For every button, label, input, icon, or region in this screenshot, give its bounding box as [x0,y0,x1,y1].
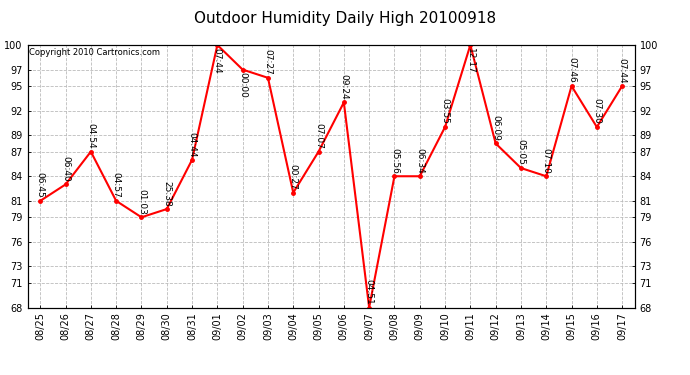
Text: 04:57: 04:57 [112,172,121,198]
Text: 01:03: 01:03 [137,189,146,214]
Text: Copyright 2010 Cartronics.com: Copyright 2010 Cartronics.com [29,48,160,57]
Text: 07:07: 07:07 [314,123,323,149]
Text: 07:27: 07:27 [264,49,273,75]
Text: 07:46: 07:46 [567,57,576,83]
Text: 03:55: 03:55 [440,98,450,124]
Text: 09:24: 09:24 [339,74,348,100]
Text: 07:30: 07:30 [592,98,602,124]
Text: 05:56: 05:56 [390,148,399,174]
Text: 04:54: 04:54 [86,123,95,149]
Text: 06:45: 06:45 [36,172,45,198]
Text: 07:44: 07:44 [213,48,222,74]
Text: 05:05: 05:05 [516,140,526,165]
Text: 00:00: 00:00 [238,72,247,98]
Text: 04:51: 04:51 [364,279,374,305]
Text: 06:09: 06:09 [491,115,500,141]
Text: 06:34: 06:34 [415,148,424,174]
Text: 12:17: 12:17 [466,48,475,74]
Text: 04:44: 04:44 [188,132,197,157]
Text: 07:10: 07:10 [542,148,551,174]
Text: 07:44: 07:44 [618,58,627,83]
Text: Outdoor Humidity Daily High 20100918: Outdoor Humidity Daily High 20100918 [194,11,496,26]
Text: 06:40: 06:40 [61,156,70,182]
Text: 25:38: 25:38 [162,180,171,206]
Text: 00:27: 00:27 [288,164,298,190]
